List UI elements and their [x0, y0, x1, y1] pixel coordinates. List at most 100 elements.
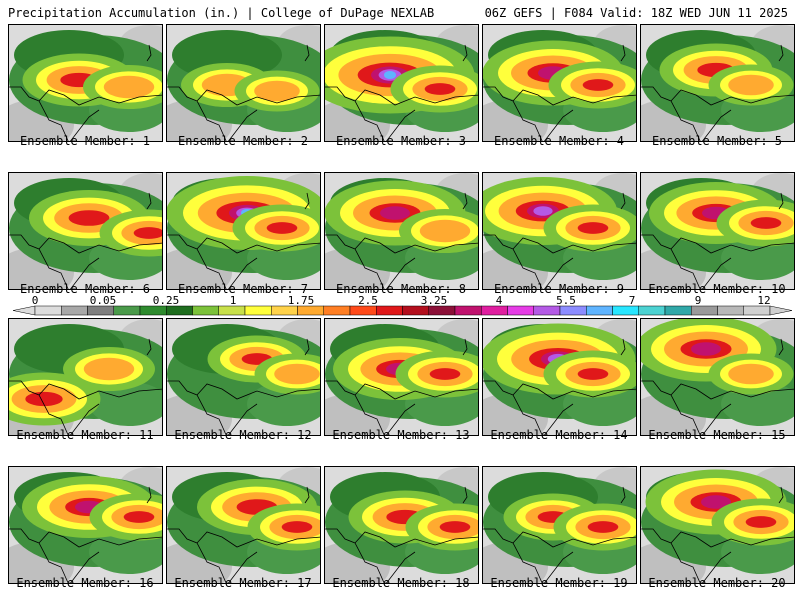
colorbar-tick-label: 0.25	[152, 294, 180, 307]
colorbar-tick-label: 3.25	[420, 294, 448, 307]
colorbar-swatch	[297, 305, 324, 316]
colorbar-swatch	[166, 305, 193, 316]
precip-map	[325, 25, 478, 141]
colorbar-tick-label: 0	[31, 294, 39, 307]
colorbar-tick-label: 2.5	[358, 294, 378, 307]
precip-map	[325, 173, 478, 289]
ensemble-member-label: Ensemble Member: 7	[177, 282, 309, 296]
ensemble-member-label: Ensemble Member: 1	[19, 134, 151, 148]
colorbar-swatch	[192, 305, 219, 316]
ensemble-member-label: Ensemble Member: 17	[174, 576, 312, 590]
ensemble-member-label: Ensemble Member: 14	[490, 428, 628, 442]
precip-map	[167, 467, 320, 583]
colorbar-swatch	[113, 305, 141, 316]
colorbar-swatch	[87, 305, 114, 316]
ensemble-panel	[482, 466, 637, 584]
colorbar-swatch	[271, 305, 298, 316]
colorbar-swatch	[218, 305, 246, 316]
ensemble-panel	[166, 318, 321, 436]
colorbar-swatch	[691, 305, 718, 316]
ensemble-panel	[640, 172, 795, 290]
ensemble-panel	[8, 466, 163, 584]
colorbar-swatch	[61, 305, 88, 316]
precip-map	[167, 25, 320, 141]
ensemble-member-label: Ensemble Member: 11	[16, 428, 154, 442]
colorbar-swatch	[323, 305, 351, 316]
ensemble-member-label: Ensemble Member: 5	[651, 134, 783, 148]
ensemble-panel	[8, 318, 163, 436]
ensemble-panel	[482, 318, 637, 436]
ensemble-panel	[324, 172, 479, 290]
ensemble-panel	[324, 24, 479, 142]
ensemble-member-label: Ensemble Member: 4	[493, 134, 625, 148]
ensemble-panel	[166, 466, 321, 584]
colorbar-swatch	[454, 305, 482, 316]
colorbar-tick-label: 0.05	[89, 294, 117, 307]
colorbar-swatch	[586, 305, 613, 316]
chart-title: Precipitation Accumulation (in.) | Colle…	[8, 6, 435, 20]
colorbar-swatch	[717, 305, 744, 316]
model-valid-time: 06Z GEFS | F084 Valid: 18Z WED JUN 11 20…	[484, 6, 788, 20]
colorbar-tick-label: 4	[495, 294, 503, 307]
precip-map	[9, 319, 162, 435]
colorbar-swatch	[139, 305, 167, 316]
ensemble-member-label: Ensemble Member: 15	[648, 428, 786, 442]
ensemble-panel	[166, 24, 321, 142]
colorbar-swatch	[481, 305, 508, 316]
colorbar-tick-label: 1	[229, 294, 237, 307]
ensemble-panel	[324, 318, 479, 436]
colorbar-swatch	[402, 305, 429, 316]
ensemble-member-label: Ensemble Member: 12	[174, 428, 312, 442]
colorbar-swatch	[612, 305, 639, 316]
precip-map	[9, 467, 162, 583]
precip-map	[483, 467, 636, 583]
colorbar-swatch	[559, 305, 587, 316]
colorbar-tick-label: 1.75	[287, 294, 315, 307]
precip-map	[167, 173, 320, 289]
ensemble-panel	[8, 24, 163, 142]
ensemble-panel	[640, 318, 795, 436]
ensemble-panel	[640, 24, 795, 142]
ensemble-member-label: Ensemble Member: 13	[332, 428, 470, 442]
ensemble-panel	[324, 466, 479, 584]
colorbar-right-arrow	[769, 305, 793, 316]
colorbar-swatch	[507, 305, 534, 316]
colorbar	[12, 305, 793, 316]
ensemble-panel	[8, 172, 163, 290]
ensemble-panel	[482, 24, 637, 142]
precip-map	[325, 319, 478, 435]
ensemble-member-label: Ensemble Member: 6	[19, 282, 151, 296]
colorbar-swatch	[743, 305, 771, 316]
ensemble-panel	[482, 172, 637, 290]
ensemble-member-label: Ensemble Member: 8	[335, 282, 467, 296]
precip-map	[641, 319, 794, 435]
precip-map	[641, 173, 794, 289]
ensemble-member-label: Ensemble Member: 16	[16, 576, 154, 590]
precip-map	[167, 319, 320, 435]
colorbar-swatch	[428, 305, 456, 316]
precip-map	[641, 25, 794, 141]
colorbar-swatch	[533, 305, 561, 316]
ensemble-panel	[166, 172, 321, 290]
ensemble-panel	[640, 466, 795, 584]
colorbar-swatch	[664, 305, 692, 316]
colorbar-tick-label: 7	[628, 294, 636, 307]
precip-map	[325, 467, 478, 583]
ensemble-member-label: Ensemble Member: 19	[490, 576, 628, 590]
colorbar-left-arrow	[12, 305, 36, 316]
colorbar-tick-label: 5.5	[556, 294, 576, 307]
ensemble-member-label: Ensemble Member: 10	[648, 282, 786, 296]
ensemble-member-label: Ensemble Member: 2	[177, 134, 309, 148]
colorbar-tick-label: 9	[694, 294, 702, 307]
precip-map	[483, 319, 636, 435]
colorbar-swatch	[244, 305, 272, 316]
colorbar-swatch	[376, 305, 403, 316]
ensemble-member-label: Ensemble Member: 9	[493, 282, 625, 296]
precip-map	[483, 173, 636, 289]
precip-map	[9, 173, 162, 289]
precip-map	[9, 25, 162, 141]
precip-map	[483, 25, 636, 141]
colorbar-tick-label: 12	[757, 294, 771, 307]
colorbar-swatch	[349, 305, 377, 316]
precip-map	[641, 467, 794, 583]
